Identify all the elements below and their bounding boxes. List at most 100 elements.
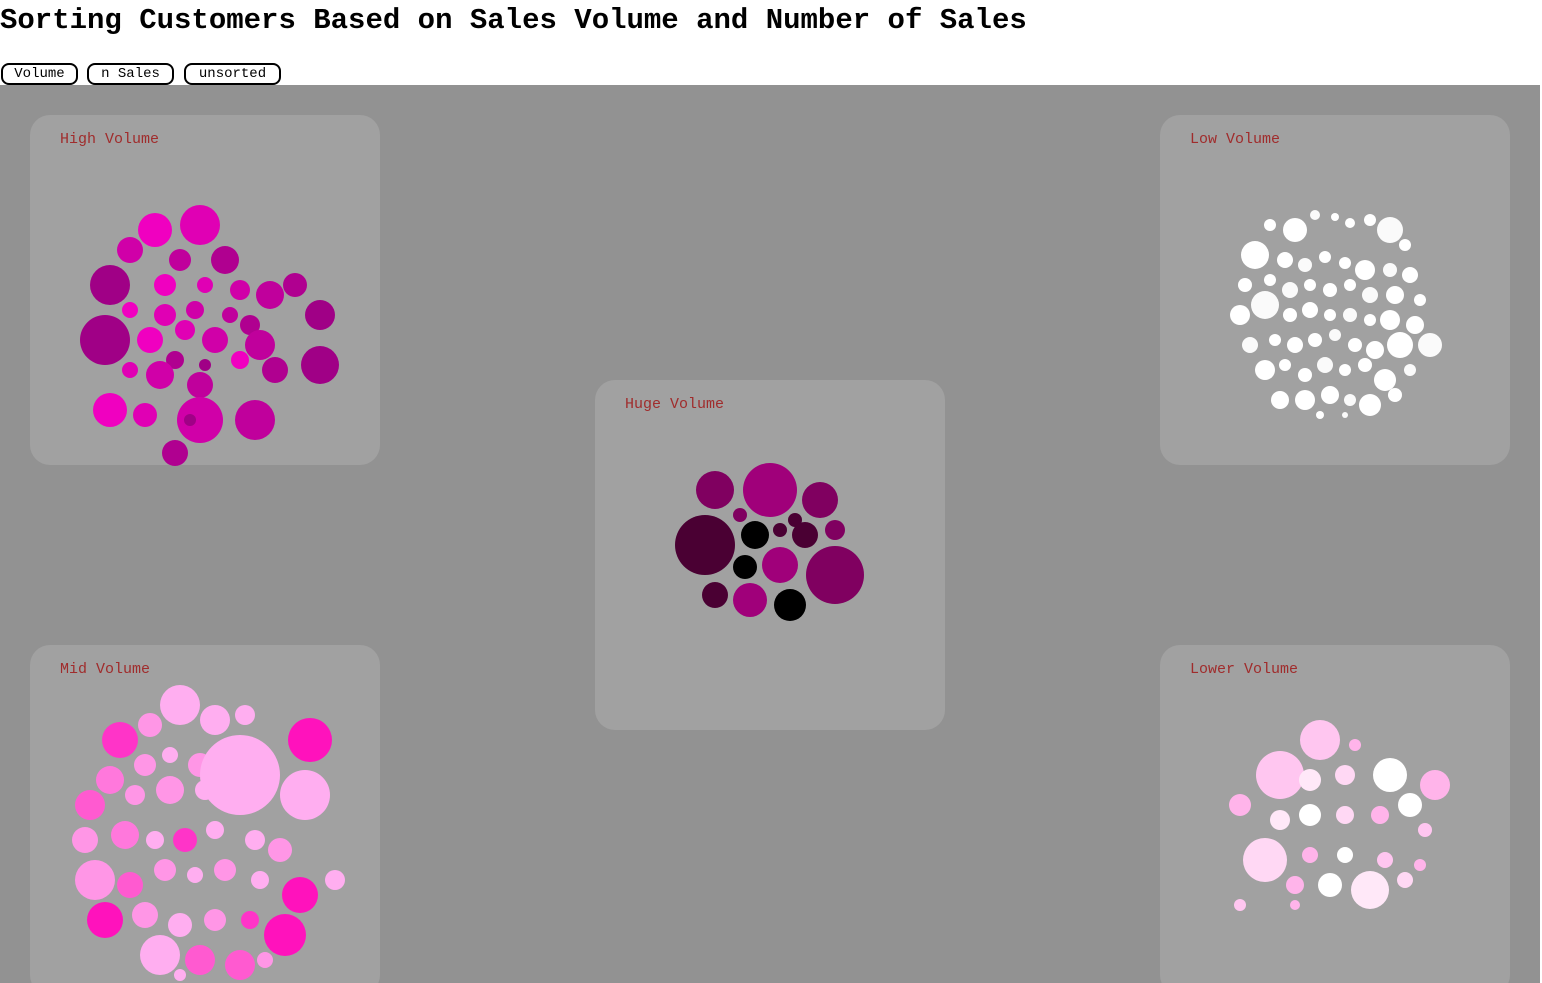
customer-bubble[interactable] (96, 766, 124, 794)
customer-bubble[interactable] (162, 747, 178, 763)
customer-bubble[interactable] (282, 877, 318, 913)
customer-bubble[interactable] (166, 351, 184, 369)
customer-bubble[interactable] (102, 722, 138, 758)
customer-bubble[interactable] (675, 515, 735, 575)
customer-bubble[interactable] (792, 522, 818, 548)
customer-bubble[interactable] (200, 735, 280, 815)
customer-bubble[interactable] (93, 393, 127, 427)
customer-bubble[interactable] (245, 830, 265, 850)
customer-bubble[interactable] (1299, 769, 1321, 791)
customer-bubble[interactable] (1374, 369, 1396, 391)
customer-bubble[interactable] (1318, 873, 1342, 897)
customer-bubble[interactable] (741, 521, 769, 549)
customer-bubble[interactable] (1302, 847, 1318, 863)
customer-bubble[interactable] (262, 357, 288, 383)
customer-bubble[interactable] (72, 827, 98, 853)
customer-bubble[interactable] (1283, 218, 1307, 242)
customer-bubble[interactable] (1282, 282, 1298, 298)
customer-bubble[interactable] (806, 546, 864, 604)
customer-bubble[interactable] (245, 330, 275, 360)
customer-bubble[interactable] (1364, 314, 1376, 326)
customer-bubble[interactable] (1377, 217, 1403, 243)
customer-bubble[interactable] (1287, 337, 1303, 353)
customer-bubble[interactable] (87, 902, 123, 938)
customer-bubble[interactable] (1264, 274, 1276, 286)
customer-bubble[interactable] (256, 281, 284, 309)
customer-bubble[interactable] (1310, 210, 1320, 220)
customer-bubble[interactable] (1418, 823, 1432, 837)
customer-bubble[interactable] (301, 346, 339, 384)
customer-bubble[interactable] (138, 213, 172, 247)
customer-bubble[interactable] (1351, 871, 1389, 909)
customer-bubble[interactable] (1286, 876, 1304, 894)
customer-bubble[interactable] (117, 872, 143, 898)
customer-bubble[interactable] (1324, 309, 1336, 321)
customer-bubble[interactable] (1229, 794, 1251, 816)
customer-bubble[interactable] (175, 320, 195, 340)
customer-bubble[interactable] (160, 685, 200, 725)
customer-bubble[interactable] (180, 205, 220, 245)
customer-bubble[interactable] (214, 859, 236, 881)
customer-bubble[interactable] (1414, 294, 1426, 306)
customer-bubble[interactable] (773, 523, 787, 537)
customer-bubble[interactable] (186, 301, 204, 319)
customer-bubble[interactable] (200, 705, 230, 735)
customer-bubble[interactable] (1402, 267, 1418, 283)
customer-bubble[interactable] (1420, 770, 1450, 800)
customer-bubble[interactable] (231, 351, 249, 369)
customer-bubble[interactable] (1298, 258, 1312, 272)
customer-bubble[interactable] (1298, 368, 1312, 382)
customer-bubble[interactable] (138, 713, 162, 737)
customer-bubble[interactable] (1388, 388, 1402, 402)
customer-bubble[interactable] (195, 780, 215, 800)
customer-bubble[interactable] (264, 914, 306, 956)
customer-bubble[interactable] (202, 327, 228, 353)
unsorted-button[interactable]: unsorted (184, 63, 281, 85)
customer-bubble[interactable] (1323, 283, 1337, 297)
customer-bubble[interactable] (1241, 241, 1269, 269)
customer-bubble[interactable] (305, 300, 335, 330)
customer-bubble[interactable] (1339, 364, 1351, 376)
customer-bubble[interactable] (268, 838, 292, 862)
sort-volume-button[interactable]: Volume (1, 63, 78, 85)
customer-bubble[interactable] (1269, 334, 1281, 346)
customer-bubble[interactable] (1380, 310, 1400, 330)
customer-bubble[interactable] (146, 831, 164, 849)
customer-bubble[interactable] (204, 909, 226, 931)
customer-bubble[interactable] (1355, 260, 1375, 280)
customer-bubble[interactable] (1255, 360, 1275, 380)
customer-bubble[interactable] (140, 935, 180, 975)
customer-bubble[interactable] (1349, 739, 1361, 751)
customer-bubble[interactable] (696, 471, 734, 509)
customer-bubble[interactable] (1331, 213, 1339, 221)
customer-bubble[interactable] (154, 274, 176, 296)
customer-bubble[interactable] (146, 361, 174, 389)
customer-bubble[interactable] (774, 589, 806, 621)
customer-bubble[interactable] (1335, 765, 1355, 785)
customer-bubble[interactable] (241, 911, 259, 929)
customer-bubble[interactable] (1364, 214, 1376, 226)
customer-bubble[interactable] (1371, 806, 1389, 824)
customer-bubble[interactable] (174, 969, 186, 981)
customer-bubble[interactable] (257, 952, 273, 968)
customer-bubble[interactable] (1414, 859, 1426, 871)
customer-bubble[interactable] (1270, 810, 1290, 830)
customer-bubble[interactable] (288, 718, 332, 762)
customer-bubble[interactable] (1358, 358, 1372, 372)
customer-bubble[interactable] (230, 280, 250, 300)
customer-bubble[interactable] (1386, 286, 1404, 304)
customer-bubble[interactable] (762, 547, 798, 583)
customer-bubble[interactable] (206, 821, 224, 839)
customer-bubble[interactable] (1264, 219, 1276, 231)
customer-bubble[interactable] (1251, 291, 1279, 319)
customer-bubble[interactable] (132, 902, 158, 928)
customer-bubble[interactable] (235, 705, 255, 725)
customer-bubble[interactable] (1377, 852, 1393, 868)
customer-bubble[interactable] (1299, 804, 1321, 826)
customer-bubble[interactable] (154, 304, 176, 326)
customer-bubble[interactable] (280, 770, 330, 820)
customer-bubble[interactable] (1279, 359, 1291, 371)
customer-bubble[interactable] (1343, 308, 1357, 322)
customer-bubble[interactable] (733, 508, 747, 522)
customer-bubble[interactable] (185, 945, 215, 975)
